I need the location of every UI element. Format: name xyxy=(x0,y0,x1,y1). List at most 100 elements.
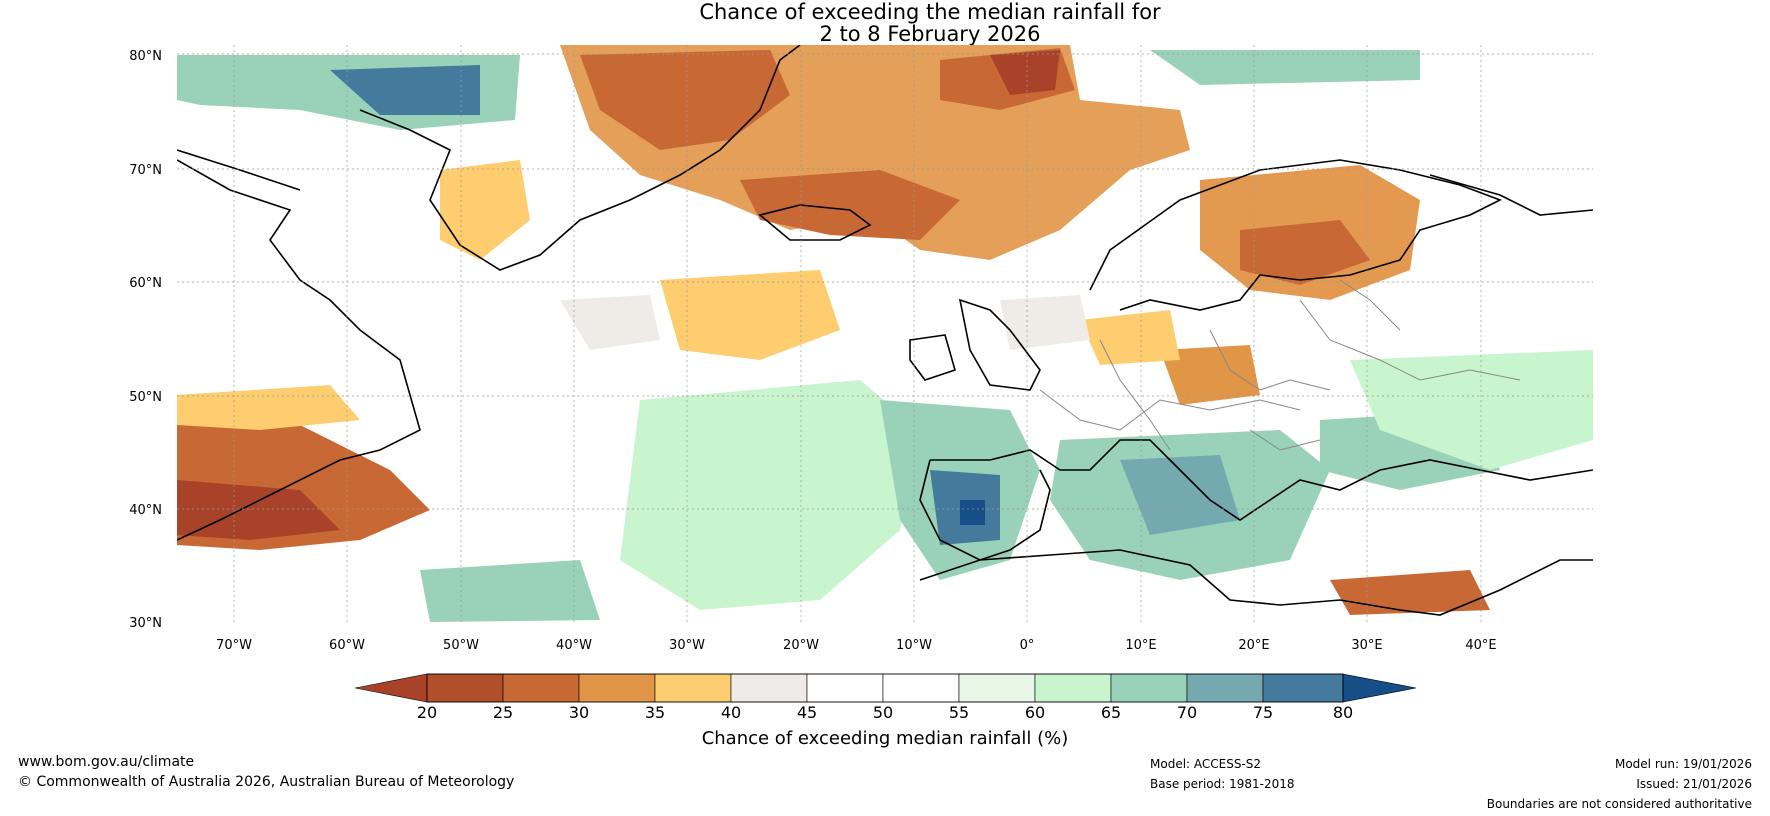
probability-shading xyxy=(177,45,1593,622)
wet-region-svalbard xyxy=(1150,50,1420,85)
colorbar-arrow-high xyxy=(1342,673,1417,703)
colorbar-tick: 80 xyxy=(1333,703,1353,722)
neutral-region-atlantic xyxy=(560,295,660,350)
light-dry-region-europe xyxy=(1080,310,1180,365)
lon-label: 20°E xyxy=(1238,638,1269,653)
lon-label: 70°W xyxy=(216,638,252,653)
light-wet-region-europe xyxy=(1350,350,1593,470)
north-africa-coast xyxy=(919,549,1593,616)
gridlines xyxy=(177,45,1593,622)
colorbar: 20 25 30 35 40 45 50 55 60 65 70 75 80 xyxy=(354,673,1417,722)
map-title-line1: Chance of exceeding the median rainfall … xyxy=(699,0,1161,24)
colorbar-tick: 50 xyxy=(873,703,893,722)
lat-label: 50°N xyxy=(129,390,162,405)
colorbar-bin xyxy=(1262,673,1344,703)
colorbar-tick: 60 xyxy=(1025,703,1045,722)
lon-label: 30°E xyxy=(1351,638,1382,653)
colorbar-bin xyxy=(426,673,504,703)
very-dry-region-north-atlantic xyxy=(580,50,790,150)
europe-south-coast xyxy=(930,439,1593,521)
lon-label: 50°W xyxy=(443,638,479,653)
colorbar-tick: 45 xyxy=(797,703,817,722)
colorbar-bin xyxy=(730,673,808,703)
colorbar-tick: 35 xyxy=(645,703,665,722)
colorbar-bin xyxy=(578,673,656,703)
scandinavia-coast xyxy=(1089,159,1502,311)
longitude-axis: 70°W 60°W 50°W 40°W 30°W 20°W 10°W 0° 10… xyxy=(216,638,1497,653)
footer-base-period: Base period: 1981-2018 xyxy=(1150,777,1295,791)
latitude-axis: 80°N 70°N 60°N 50°N 40°N 30°N xyxy=(129,49,162,631)
colorbar-tick: 25 xyxy=(493,703,513,722)
lon-label: 60°W xyxy=(329,638,365,653)
colorbar-arrow-low xyxy=(354,673,428,703)
colorbar-bin xyxy=(958,673,1036,703)
very-wet-region-mediterranean xyxy=(1120,455,1240,535)
footer-disclaimer: Boundaries are not considered authoritat… xyxy=(1486,797,1752,811)
wet-region-north-atlantic-south xyxy=(420,560,600,622)
neutral-region-europe xyxy=(1000,295,1090,350)
lon-label: 20°W xyxy=(783,638,819,653)
colorbar-tick: 70 xyxy=(1177,703,1197,722)
lat-label: 60°N xyxy=(129,276,162,291)
border-line xyxy=(1339,279,1401,331)
very-dry-region-finland xyxy=(1240,220,1370,285)
darkest-dry-region xyxy=(990,50,1060,95)
lon-label: 40°E xyxy=(1465,638,1496,653)
dry-region-greenland-south xyxy=(440,160,530,260)
ireland-coast xyxy=(909,334,956,381)
footer-model-run: Model run: 19/01/2026 xyxy=(1614,757,1752,771)
colorbar-bin xyxy=(1034,673,1112,703)
darkest-dry-region-north-america xyxy=(177,480,340,540)
lon-label: 10°E xyxy=(1125,638,1156,653)
border-line xyxy=(1249,429,1321,451)
colorbar-frame xyxy=(426,673,1344,703)
iberia-coast xyxy=(919,459,1051,561)
footer-issued: Issued: 21/01/2026 xyxy=(1636,777,1752,791)
light-dry-region-atlantic xyxy=(660,270,840,360)
footer-copyright: © Commonwealth of Australia 2026, Austra… xyxy=(18,774,515,790)
russia-north-coast xyxy=(1429,174,1593,216)
lon-label: 40°W xyxy=(556,638,592,653)
colorbar-tick: 40 xyxy=(721,703,741,722)
colorbar-bin xyxy=(806,673,884,703)
very-wet-region-greenland xyxy=(330,65,480,115)
lat-label: 80°N xyxy=(129,49,162,64)
lat-label: 40°N xyxy=(129,503,162,518)
colorbar-bin xyxy=(502,673,580,703)
colorbar-bin xyxy=(654,673,732,703)
country-borders xyxy=(1039,279,1521,451)
footer-website: www.bom.gov.au/climate xyxy=(18,754,195,770)
colorbar-bin xyxy=(882,673,960,703)
north-america-coast xyxy=(177,159,421,541)
colorbar-bin xyxy=(1110,673,1188,703)
colorbar-bin xyxy=(1186,673,1264,703)
colorbar-tick: 75 xyxy=(1253,703,1273,722)
lon-label: 10°W xyxy=(896,638,932,653)
colorbar-tick: 30 xyxy=(569,703,589,722)
colorbar-tick: 65 xyxy=(1101,703,1121,722)
baffin-coast xyxy=(177,149,301,191)
colorbar-title: Chance of exceeding median rainfall (%) xyxy=(701,728,1069,749)
coastlines xyxy=(177,45,1593,616)
dry-region-central-europe xyxy=(1160,345,1260,405)
map-title-line2: 2 to 8 February 2026 xyxy=(819,22,1041,46)
lon-label: 0° xyxy=(1020,638,1035,653)
lat-label: 30°N xyxy=(129,616,162,631)
light-wet-region-atlantic-south xyxy=(620,380,920,610)
footer-model: Model: ACCESS-S2 xyxy=(1150,757,1262,771)
border-line xyxy=(1299,299,1521,381)
lon-label: 30°W xyxy=(669,638,705,653)
border-line xyxy=(1099,339,1171,451)
darkest-wet-region-iberia xyxy=(960,500,985,525)
border-line xyxy=(1039,389,1301,431)
british-isles-coast xyxy=(958,298,1041,391)
colorbar-tick: 20 xyxy=(417,703,437,722)
lat-label: 70°N xyxy=(129,163,162,178)
border-line xyxy=(1209,329,1331,391)
dry-region-turkey xyxy=(1330,570,1490,615)
greenland-coast xyxy=(359,45,801,271)
very-dry-region-iceland xyxy=(740,170,960,240)
colorbar-tick: 55 xyxy=(949,703,969,722)
iceland-coast xyxy=(758,204,872,241)
